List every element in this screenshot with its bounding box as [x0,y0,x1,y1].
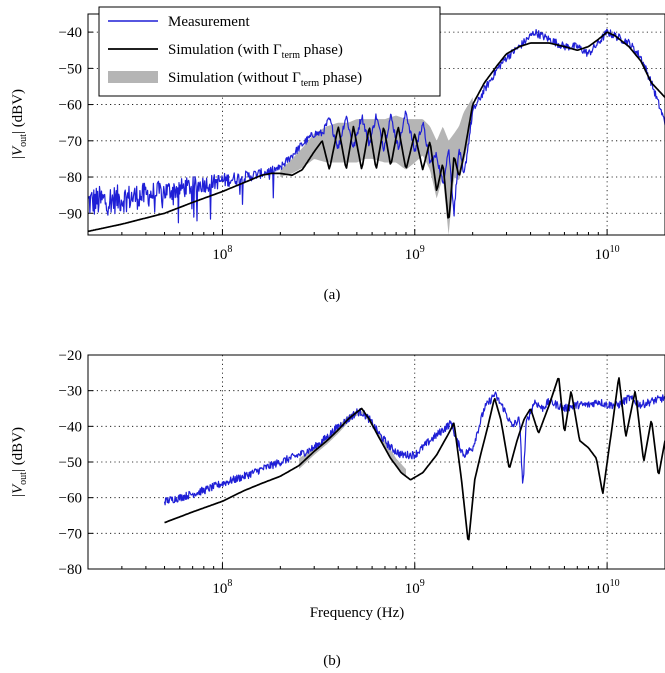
panel-a-ytick-label: −70 [59,134,82,150]
panel-b: −80 −70 −60 −50 −40 −30 −20 108 109 1010 |Vout| … [10,348,665,669]
panel-b-series-simulation [164,377,665,541]
panel-a-series-measurement [88,28,665,224]
panel-a-plot-area [88,28,665,235]
panel-b-series-measurement [163,391,665,506]
panel-b-ytick-label: −80 [59,562,82,578]
panel-b-plot-area [163,377,665,541]
panel-b-frame [87,354,665,570]
panel-b-x-axis-label: Frequency (Hz) [310,605,405,621]
legend: Measurement Simulation (with Γterm phase… [98,6,441,97]
panel-b-xtick-label: 109 [405,578,425,597]
panel-b-ytick-label: −50 [59,455,82,471]
panel-a-y-axis-label: |Vout| (dBV) [10,89,29,159]
panel-b-ytick-label: −60 [59,491,82,507]
panel-a-xtick-label: 109 [405,244,425,263]
panel-b-ytick-label: −70 [59,526,82,542]
panel-b-y-axis-label: |Vout| (dBV) [10,427,29,497]
panel-a-ytick-label: −90 [59,206,82,222]
panel-b-xtick-label: 108 [212,578,232,597]
panel-b-xtick-label: 1010 [595,578,620,597]
panel-a: −90 −80 −70 −60 −50 −40 108 109 1010 |Vout| (dB… [10,6,665,303]
panel-a-xtick-label: 108 [212,244,232,263]
panel-b-ytick-label: −40 [59,419,82,435]
panel-b-caption: (b) [323,653,341,669]
panel-a-xtick-label: 1010 [595,244,620,263]
panel-b-ytick-label: −20 [59,348,82,364]
panel-a-ytick-label: −50 [59,61,82,77]
panel-b-y-tick-labels: −80 −70 −60 −50 −40 −30 −20 [59,348,82,578]
panel-a-ytick-label: −80 [59,170,82,186]
panel-a-series-simulation [88,31,665,233]
panel-b-ytick-label: −30 [59,384,82,400]
legend-swatch-simulation-without-phase [108,71,158,83]
legend-entry-simulation-without-phase: Simulation (without Γterm phase) [168,70,362,89]
legend-entry-measurement: Measurement [168,14,250,30]
legend-entry-simulation-with-phase: Simulation (with Γterm phase) [168,42,343,61]
panel-b-x-tick-labels: 108 109 1010 [212,578,619,597]
panel-b-band-simulation-without-phase [299,410,406,477]
panel-a-y-tick-labels: −90 −80 −70 −60 −50 −40 [59,25,82,222]
panel-a-ytick-label: −40 [59,25,82,41]
panel-a-x-tick-labels: 108 109 1010 [212,244,619,263]
panel-b-grid [87,354,665,570]
panel-a-ytick-label: −60 [59,98,82,114]
panel-a-caption: (a) [324,287,341,303]
